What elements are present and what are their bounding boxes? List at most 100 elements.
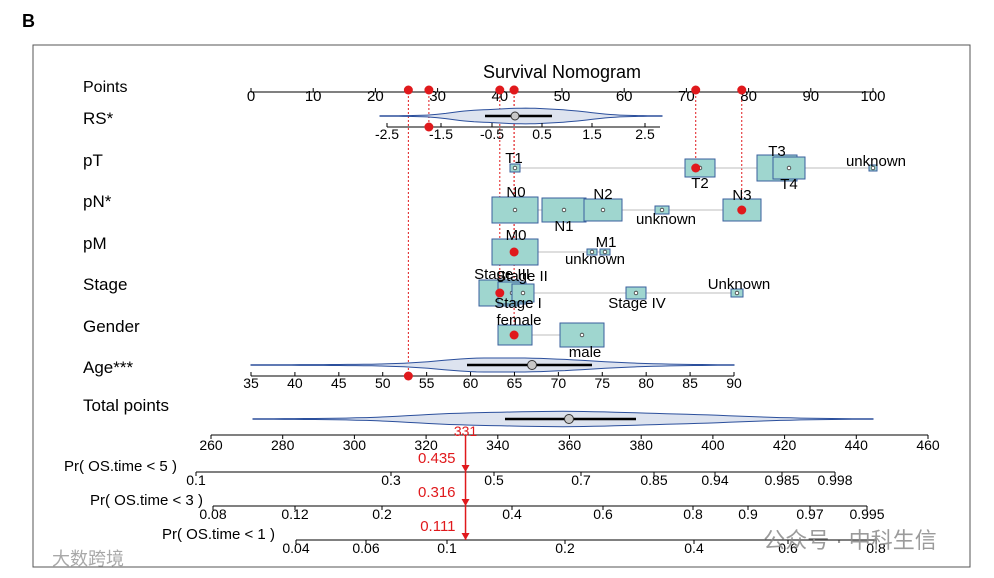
age-tick-label: 70: [551, 375, 567, 391]
prob-tick-label: 0.9: [738, 506, 758, 522]
prob-axis-label: Pr( OS.time < 3 ): [90, 492, 203, 509]
prob-tick-label: 0.04: [282, 540, 309, 556]
points-marker-pn: [737, 85, 747, 95]
prob-value: 0.435: [418, 450, 456, 467]
chart-title: Survival Nomogram: [483, 62, 641, 82]
points-marker-gender: [509, 85, 519, 95]
pm-box-unknown-dot: [602, 249, 608, 255]
prob-tick-label: 0.998: [817, 472, 852, 488]
total-tick-label: 300: [343, 437, 367, 453]
row-label-points: Points: [83, 79, 127, 96]
age-tick-label: 85: [682, 375, 698, 391]
pt-box-t1-dot: [512, 165, 518, 171]
plot-frame: [32, 44, 971, 568]
panel-label: B: [22, 11, 35, 31]
prob-tick-label: 0.8: [683, 506, 703, 522]
pm-level-m1: M1: [596, 234, 617, 251]
row-label-rs: RS*: [83, 109, 114, 128]
corner-watermark: 大数跨境: [52, 549, 124, 569]
age-tick-label: 40: [287, 375, 303, 391]
stage-box-unknown-dot: [734, 290, 740, 296]
age-tick-label: 55: [419, 375, 435, 391]
prob-tick-label: 0.2: [372, 506, 392, 522]
selected-dot-pm: [509, 247, 519, 257]
prob-tick-label: 0.94: [701, 472, 728, 488]
prob-tick-label: 0.6: [593, 506, 613, 522]
prob-value: 0.316: [418, 484, 456, 501]
selected-dot-age: [403, 371, 413, 381]
pt-level-t4: T4: [780, 176, 798, 193]
prob-tick-label: 0.97: [796, 506, 823, 522]
age-tick-label: 80: [638, 375, 654, 391]
prob-tick-label: 0.08: [199, 506, 226, 522]
stage-level-i: Stage I: [494, 295, 542, 312]
age-tick-label: 90: [726, 375, 742, 391]
points-tick-label: 40: [491, 88, 508, 105]
selected-dot-rs: [424, 122, 434, 132]
age-median-marker: [527, 360, 537, 370]
gender-level-female: female: [496, 312, 541, 329]
prob-axis-label: Pr( OS.time < 1 ): [162, 526, 275, 543]
pt-level-t1: T1: [505, 150, 523, 167]
total-tick-label: 280: [271, 437, 295, 453]
prob-value: 0.111: [420, 518, 455, 535]
pn-box-n1-dot: [561, 207, 567, 213]
total-tick-label: 380: [630, 437, 654, 453]
age-tick-label: 35: [243, 375, 259, 391]
total-tick-label: 260: [199, 437, 223, 453]
rs-tick-label: 1.5: [582, 126, 602, 142]
gender-box-male-dot: [579, 332, 585, 338]
pt-level-t2: T2: [691, 175, 709, 192]
points-tick-label: 0: [247, 88, 255, 105]
pt-level-t3: T3: [768, 143, 786, 160]
pn-level-n3: N3: [732, 187, 751, 204]
prob-tick-label: 0.985: [764, 472, 799, 488]
row-label-stage: Stage: [83, 275, 127, 294]
stage-level-iv: Stage IV: [608, 295, 666, 312]
selected-dot-stage: [495, 288, 505, 298]
total-median-marker: [564, 414, 574, 424]
prob-tick-label: 0.3: [381, 472, 401, 488]
pn-level-n2: N2: [593, 186, 612, 203]
pt-box-unknown-dot: [870, 165, 876, 171]
prob-tick-label: 0.6: [778, 540, 798, 556]
prob-tick-label: 0.1: [186, 472, 206, 488]
prob-axis-label: Pr( OS.time < 5 ): [64, 458, 177, 475]
points-tick-label: 20: [367, 88, 384, 105]
prob-pointer: [461, 533, 470, 540]
total-tick-label: 420: [773, 437, 797, 453]
age-tick-label: 50: [375, 375, 391, 391]
stage-box-i-dot: [520, 290, 526, 296]
prob-tick-label: 0.85: [640, 472, 667, 488]
watermark-text: 公众号 · 中科生信: [763, 528, 937, 553]
prob-tick-label: 0.5: [484, 472, 504, 488]
total-tick-label: 460: [916, 437, 940, 453]
prob-tick-label: 0.4: [502, 506, 522, 522]
prob-tick-label: 0.2: [555, 540, 575, 556]
points-tick-label: 30: [429, 88, 446, 105]
row-label-pt: pT: [83, 151, 103, 170]
pt-level-unknown: unknown: [846, 153, 906, 170]
rs-tick-label: 2.5: [635, 126, 655, 142]
age-tick-label: 45: [331, 375, 347, 391]
row-label-pm: pM: [83, 234, 107, 253]
prob-pointer: [461, 499, 470, 506]
rs-tick-label: -2.5: [375, 126, 399, 142]
selected-dot-pt: [691, 163, 701, 173]
points-tick-label: 90: [802, 88, 819, 105]
stage-level-unknown: Unknown: [708, 276, 771, 293]
rs-tick-label: -0.5: [480, 126, 504, 142]
selected-dot-pn: [737, 205, 747, 215]
rs-tick-label: -1.5: [429, 126, 453, 142]
points-tick-label: 100: [860, 88, 885, 105]
pn-box-n0-dot: [512, 207, 518, 213]
age-tick-label: 65: [507, 375, 523, 391]
stage-level-iii: Stage III: [474, 266, 530, 283]
age-tick-label: 75: [594, 375, 610, 391]
pm-box-m1-dot: [589, 249, 595, 255]
points-marker-age: [403, 85, 413, 95]
row-label-gender: Gender: [83, 317, 140, 336]
total-tick-label: 340: [486, 437, 510, 453]
pn-box-n0: [491, 196, 539, 224]
